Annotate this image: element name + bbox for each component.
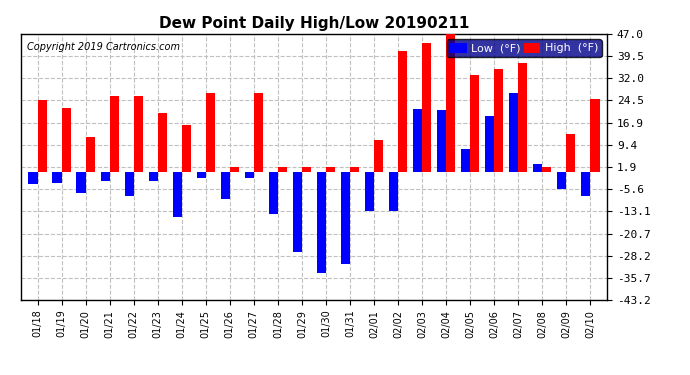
Bar [86, 137, 95, 172]
Bar [341, 172, 350, 264]
Bar [52, 172, 61, 183]
Bar [148, 172, 158, 182]
Bar [413, 109, 422, 172]
Bar [558, 172, 566, 189]
Bar [470, 75, 480, 172]
Bar [494, 69, 504, 172]
Bar [293, 172, 302, 252]
Bar [197, 172, 206, 178]
Bar [181, 125, 191, 172]
Bar [28, 172, 37, 184]
Bar [350, 167, 359, 172]
Bar [254, 93, 263, 172]
Bar [326, 167, 335, 172]
Bar [172, 172, 181, 217]
Bar [269, 172, 278, 214]
Bar [206, 93, 215, 172]
Bar [422, 43, 431, 172]
Bar [389, 172, 398, 211]
Legend: Low  (°F), High  (°F): Low (°F), High (°F) [446, 39, 602, 57]
Bar [581, 172, 591, 196]
Bar [278, 167, 287, 172]
Bar [485, 116, 494, 172]
Bar [124, 172, 134, 196]
Bar [37, 100, 47, 172]
Bar [302, 167, 311, 172]
Bar [245, 172, 254, 178]
Bar [101, 172, 110, 182]
Bar [134, 96, 143, 172]
Bar [374, 140, 383, 172]
Bar [110, 96, 119, 172]
Bar [509, 93, 518, 172]
Bar [317, 172, 326, 273]
Bar [446, 34, 455, 172]
Title: Dew Point Daily High/Low 20190211: Dew Point Daily High/Low 20190211 [159, 16, 469, 31]
Bar [566, 134, 575, 172]
Bar [518, 63, 527, 173]
Bar [437, 111, 446, 172]
Bar [591, 99, 600, 172]
Bar [61, 108, 70, 172]
Bar [398, 51, 407, 172]
Bar [221, 172, 230, 199]
Bar [158, 114, 167, 172]
Bar [365, 172, 374, 211]
Bar [230, 167, 239, 172]
Text: Copyright 2019 Cartronics.com: Copyright 2019 Cartronics.com [26, 42, 179, 52]
Bar [461, 149, 470, 172]
Bar [533, 164, 542, 172]
Bar [542, 167, 551, 172]
Bar [77, 172, 86, 193]
